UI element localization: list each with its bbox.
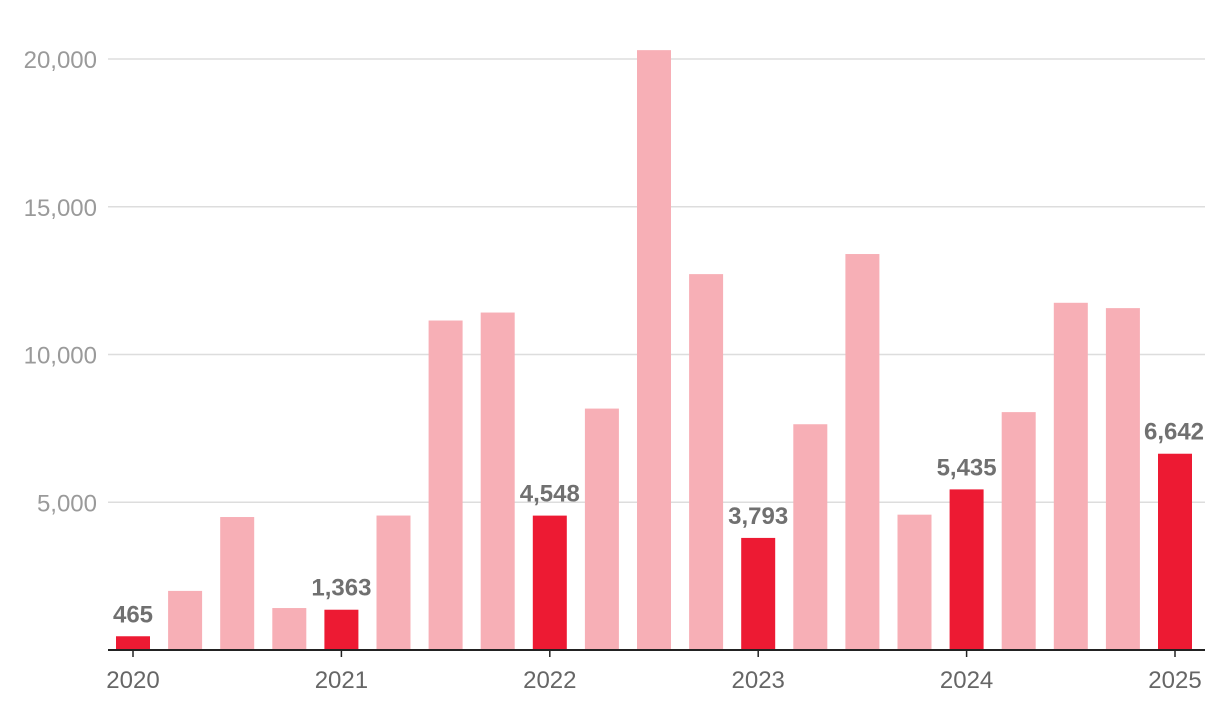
x-tick-label: 2025 — [1148, 667, 1201, 694]
x-tick-label: 2022 — [523, 667, 576, 694]
x-tick-label: 2024 — [940, 667, 993, 694]
bar — [793, 424, 828, 650]
bar — [428, 320, 463, 650]
bar — [272, 608, 307, 650]
y-tick-label: 20,000 — [24, 47, 97, 74]
bar-highlight — [116, 636, 150, 650]
data-label: 6,642 — [1144, 419, 1204, 446]
bar-highlight — [532, 515, 567, 650]
x-tick-label: 2020 — [106, 667, 159, 694]
bar — [845, 254, 880, 650]
bar — [168, 590, 203, 650]
bar — [689, 274, 724, 650]
x-tick-label: 2021 — [315, 667, 368, 694]
x-tick-label: 2023 — [732, 667, 785, 694]
y-axis-ticks: 5,000 10,000 15,000 20,000 — [24, 47, 97, 517]
y-tick-label: 5,000 — [37, 490, 97, 517]
data-label: 465 — [113, 601, 153, 628]
bar — [897, 514, 932, 650]
bar — [1053, 302, 1088, 650]
y-tick-label: 10,000 — [24, 343, 97, 370]
data-label: 4,548 — [520, 481, 580, 508]
data-labels: 465 1,363 4,548 3,793 5,435 6,642 — [113, 419, 1204, 629]
bar — [584, 408, 619, 650]
bar — [1001, 412, 1036, 650]
bar-highlight — [1158, 453, 1192, 650]
y-tick-label: 15,000 — [24, 195, 97, 222]
bar-highlight — [741, 537, 776, 650]
bar-highlight — [324, 609, 359, 650]
bar — [480, 312, 515, 650]
data-label: 1,363 — [311, 575, 371, 602]
data-label: 5,435 — [937, 454, 997, 481]
bar-highlight — [949, 489, 984, 650]
bar — [637, 50, 671, 650]
bar — [220, 517, 255, 650]
bar — [376, 515, 411, 650]
data-label: 3,793 — [728, 503, 788, 530]
x-axis-ticks: 2020 2021 2022 2023 2024 2025 — [106, 650, 1202, 694]
bar — [1105, 308, 1140, 650]
bars — [116, 50, 1192, 650]
